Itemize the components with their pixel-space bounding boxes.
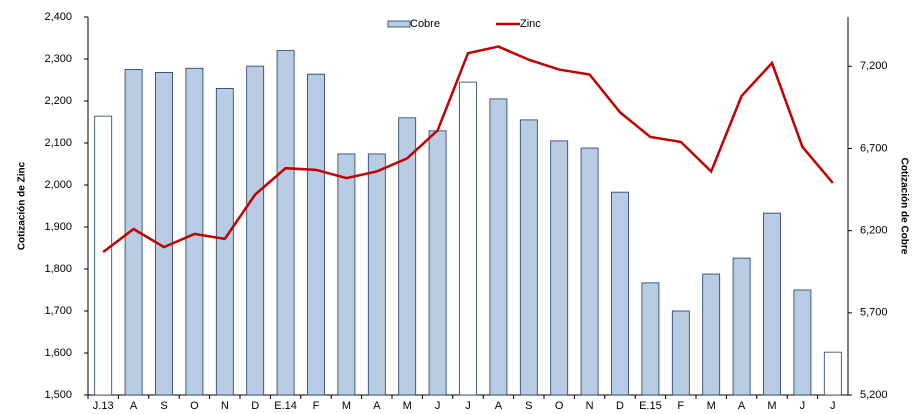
x-tick-label: M <box>767 400 776 412</box>
y2-tick-label: 7,200 <box>860 60 888 72</box>
x-tick-label: J <box>800 400 806 412</box>
x-tick-label: J <box>830 400 836 412</box>
y-tick-label: 1,600 <box>44 347 72 359</box>
y-tick-label: 2,100 <box>44 137 72 149</box>
bar <box>793 289 812 396</box>
y2-tick-label: 6,700 <box>860 142 888 154</box>
legend-label: Zinc <box>520 18 541 30</box>
y2-tick-label: 6,200 <box>860 225 888 237</box>
bar <box>276 50 295 396</box>
y-tick-label: 2,200 <box>44 95 72 107</box>
y-tick-label: 2,300 <box>44 53 72 65</box>
x-tick-label: S <box>525 400 532 412</box>
bar <box>94 115 113 396</box>
x-tick-label: S <box>160 400 167 412</box>
y2-tick-label: 5,200 <box>860 389 888 401</box>
bar <box>550 140 569 396</box>
bar <box>519 119 538 396</box>
y2-tick-label: 5,700 <box>860 307 888 319</box>
x-tick-label: M <box>342 400 351 412</box>
bar <box>702 273 721 396</box>
bar <box>155 72 173 396</box>
x-tick-label: J <box>435 400 441 412</box>
bar <box>215 88 234 396</box>
x-tick-label: M <box>403 400 412 412</box>
x-tick-label: D <box>616 400 624 412</box>
bar <box>580 147 599 396</box>
x-tick-label: F <box>677 400 684 412</box>
x-tick-label: J.13 <box>93 400 114 412</box>
x-tick-label: A <box>373 400 381 412</box>
bar <box>641 282 660 396</box>
bar <box>489 98 508 396</box>
bar <box>124 69 143 396</box>
x-tick-label: O <box>190 400 199 412</box>
x-tick-label: J <box>465 400 471 412</box>
bar <box>763 212 781 396</box>
x-tick-label: N <box>221 400 229 412</box>
bar <box>246 65 265 396</box>
legend-swatch <box>387 20 411 28</box>
x-tick-label: E.14 <box>274 400 297 412</box>
y-tick-label: 2,400 <box>44 11 72 23</box>
y2-axis-title: Cotización de Cobre <box>898 158 909 255</box>
x-tick-label: M <box>707 400 716 412</box>
x-tick-label: A <box>495 400 503 412</box>
x-tick-label: O <box>555 400 564 412</box>
y-tick-label: 2,000 <box>44 179 72 191</box>
bar <box>307 73 325 396</box>
x-tick-label: A <box>130 400 138 412</box>
y-tick-label: 1,800 <box>44 263 72 275</box>
bar <box>823 351 842 396</box>
y-tick-label: 1,700 <box>44 305 72 317</box>
line <box>102 45 834 254</box>
bar <box>671 310 690 396</box>
bar <box>185 67 204 396</box>
y-axis-title: Cotización de Zinc <box>17 161 28 250</box>
bar <box>732 257 751 396</box>
bar <box>337 153 356 396</box>
legend-label: Cobre <box>410 18 440 30</box>
y-tick-label: 1,900 <box>44 221 72 233</box>
x-tick-label: F <box>313 400 320 412</box>
y-tick-label: 1,500 <box>44 389 72 401</box>
bar <box>398 117 417 396</box>
x-tick-label: E.15 <box>639 400 662 412</box>
bar <box>459 81 477 396</box>
x-tick-label: N <box>586 400 594 412</box>
bar <box>611 191 629 396</box>
bar <box>428 130 447 396</box>
x-tick-label: A <box>738 400 746 412</box>
bar <box>367 153 386 396</box>
x-tick-label: D <box>251 400 259 412</box>
